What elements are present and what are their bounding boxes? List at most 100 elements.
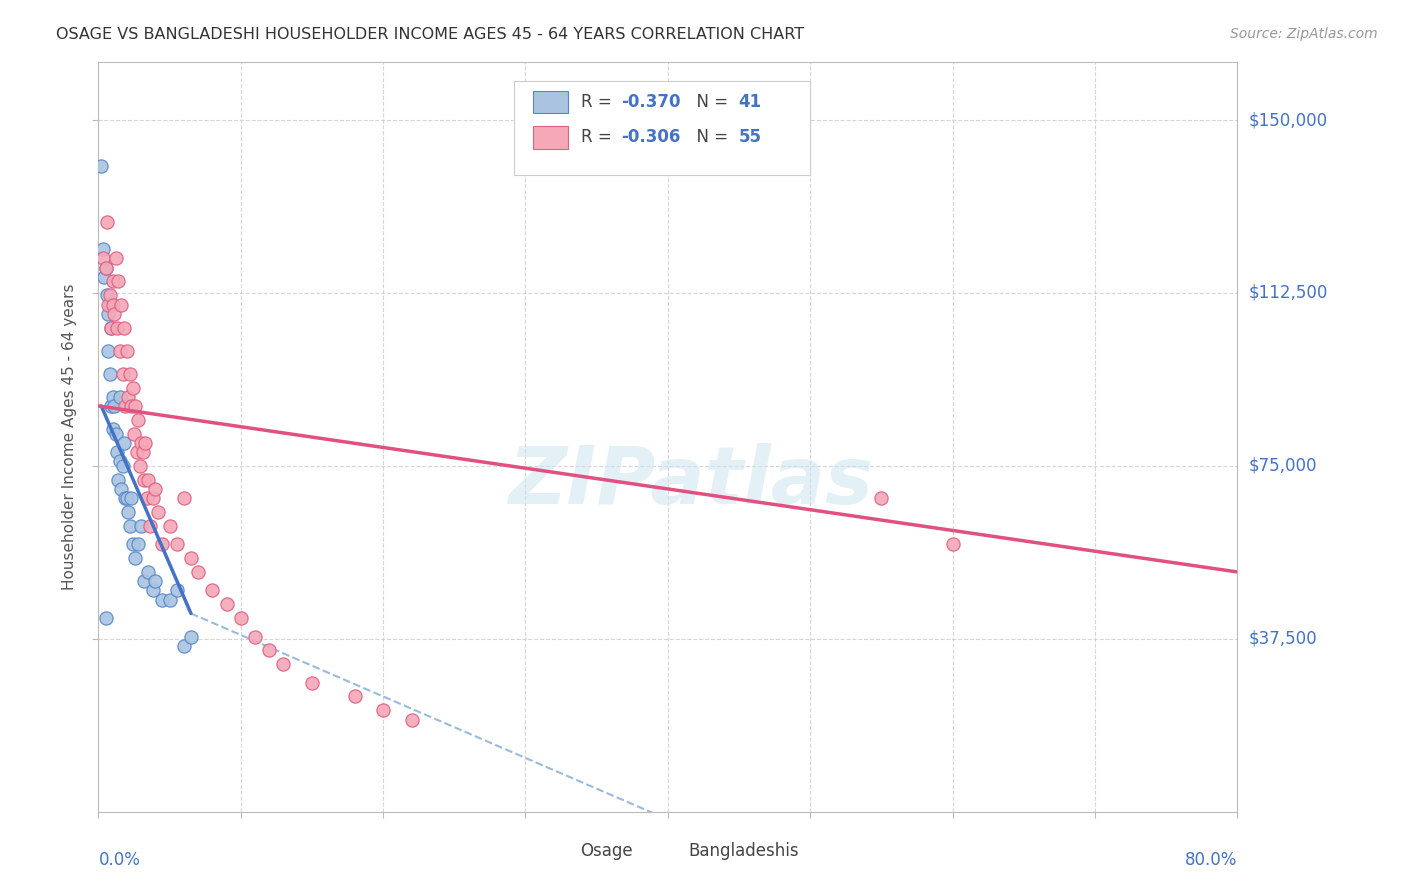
Point (129, 435, 152, 450)
Text: Osage: Osage (581, 842, 633, 860)
Point (124, 399, 146, 413)
Point (373, 703, 395, 717)
Text: 0.0%: 0.0% (98, 851, 141, 869)
Point (112, 320, 135, 334)
Y-axis label: Householder Income Ages 45 - 64 years: Householder Income Ages 45 - 64 years (62, 284, 77, 591)
Text: $112,500: $112,500 (1249, 284, 1327, 302)
Point (115, 343, 138, 358)
Point (166, 537, 188, 551)
Point (111, 458, 134, 473)
Point (108, 390, 131, 404)
Point (129, 519, 152, 533)
Point (301, 675, 323, 690)
Point (98, 288, 121, 302)
Point (94, 260, 117, 275)
Point (132, 473, 155, 487)
Point (100, 320, 122, 334)
Point (141, 583, 163, 598)
Point (125, 445, 148, 459)
Point (103, 399, 125, 413)
Point (159, 519, 181, 533)
Text: Bangladeshis: Bangladeshis (689, 842, 799, 860)
Point (136, 473, 159, 487)
Point (343, 690, 366, 704)
Point (114, 399, 136, 413)
Point (107, 473, 129, 487)
Text: $150,000: $150,000 (1249, 112, 1327, 129)
Point (91, 252, 114, 266)
Point (108, 454, 131, 468)
Point (107, 275, 129, 289)
Point (93, 269, 115, 284)
Text: 55: 55 (738, 128, 762, 146)
Point (166, 583, 188, 598)
Point (114, 491, 136, 505)
Point (152, 537, 174, 551)
Point (110, 482, 132, 496)
Point (145, 482, 167, 496)
Point (148, 505, 170, 519)
Text: 41: 41 (738, 93, 762, 112)
Point (96, 288, 118, 302)
Point (101, 422, 124, 436)
Point (117, 390, 139, 404)
Bar (533, 126, 568, 149)
Point (870, 491, 893, 505)
Point (173, 491, 195, 505)
Point (98, 367, 121, 381)
Point (173, 639, 195, 653)
Text: 80.0%: 80.0% (1185, 851, 1237, 869)
Point (136, 565, 159, 579)
Bar (533, 91, 568, 113)
Text: R =: R = (581, 128, 617, 146)
Text: R =: R = (581, 93, 617, 112)
Point (97, 297, 120, 311)
Point (101, 275, 124, 289)
Point (273, 657, 295, 672)
Text: OSAGE VS BANGLADESHI HOUSEHOLDER INCOME AGES 45 - 64 YEARS CORRELATION CHART: OSAGE VS BANGLADESHI HOUSEHOLDER INCOME … (56, 27, 804, 42)
Point (100, 399, 122, 413)
Point (201, 583, 224, 598)
Point (121, 380, 143, 394)
Point (94, 260, 117, 275)
Point (108, 343, 131, 358)
Point (180, 551, 202, 566)
Point (110, 297, 132, 311)
Bar (657, 841, 679, 861)
Point (103, 307, 125, 321)
Text: Source: ZipAtlas.com: Source: ZipAtlas.com (1230, 27, 1378, 41)
Point (105, 445, 128, 459)
FancyBboxPatch shape (515, 81, 810, 175)
Point (215, 597, 238, 611)
Text: -0.370: -0.370 (621, 93, 681, 112)
Point (120, 491, 142, 505)
Point (145, 574, 167, 589)
Point (97, 307, 120, 321)
Point (120, 399, 142, 413)
Text: -0.306: -0.306 (621, 128, 681, 146)
Point (138, 519, 160, 533)
Point (112, 435, 135, 450)
Point (118, 519, 141, 533)
Point (159, 592, 181, 607)
Text: $75,000: $75,000 (1249, 457, 1317, 475)
Text: N =: N = (686, 128, 734, 146)
Bar (548, 841, 571, 861)
Text: ZIPatlas: ZIPatlas (508, 443, 873, 521)
Point (124, 551, 146, 566)
Point (132, 574, 155, 589)
Point (180, 630, 202, 644)
Point (94, 611, 117, 625)
Point (105, 320, 128, 334)
Point (122, 426, 145, 441)
Point (141, 491, 163, 505)
Point (128, 458, 150, 473)
Point (100, 320, 122, 334)
Point (131, 445, 153, 459)
Point (104, 252, 127, 266)
Point (97, 343, 120, 358)
Point (401, 713, 423, 727)
Text: N =: N = (686, 93, 734, 112)
Point (127, 413, 149, 427)
Point (127, 537, 149, 551)
